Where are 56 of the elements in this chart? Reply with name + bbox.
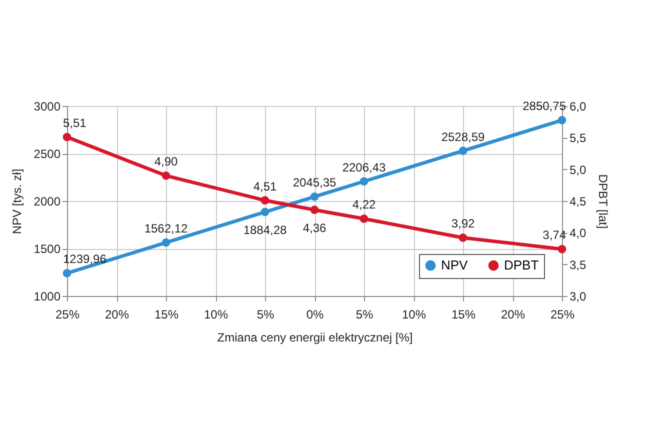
point	[310, 206, 319, 214]
point	[558, 116, 566, 124]
x-tick-label: 20%	[500, 308, 526, 322]
y2-tick-label: 3,5	[570, 258, 587, 272]
y2-tick-label: 3,0	[570, 290, 587, 304]
x-axis-title: Zmiana ceny energii elektrycznej [%]	[217, 330, 413, 344]
x-tick-label: 10%	[204, 308, 228, 322]
y2-tick-label: 6,0	[570, 100, 587, 114]
data-label: 4,90	[154, 154, 178, 169]
y2-tick-label: 4,5	[570, 194, 587, 208]
x-tick-label: 5%	[356, 308, 374, 322]
x-tick-label: 15%	[154, 308, 179, 322]
y2-tick-label: 5,0	[570, 162, 587, 177]
data-label: 4,51	[253, 179, 277, 194]
data-label: 1239,96	[63, 252, 107, 266]
point	[62, 269, 72, 278]
x-tick-label: 20%	[104, 308, 130, 322]
data-label: 2528,59	[441, 130, 486, 144]
data-label: 4,36	[302, 220, 326, 235]
legend-label: DPBT	[504, 258, 539, 273]
data-label: 3,74	[542, 228, 566, 242]
data-label: 2045,35	[292, 176, 337, 190]
x-tick-label: 25%	[550, 308, 575, 322]
data-label: 4,22	[352, 198, 376, 212]
point	[558, 244, 566, 254]
data-label: 1884,28	[243, 222, 288, 237]
y-tick-label: 2500	[34, 147, 61, 161]
y-axis-title: NPV [tys. zł]	[10, 168, 24, 234]
point	[458, 234, 468, 242]
point	[62, 132, 72, 142]
y-tick-label: 2000	[34, 194, 61, 208]
x-tick-label: 5%	[256, 308, 274, 322]
point	[162, 171, 170, 180]
point	[310, 192, 319, 201]
point	[162, 238, 170, 247]
x-tick-label: 0%	[306, 308, 324, 322]
data-label: 2206,43	[342, 160, 386, 174]
y-tick-label: 3000	[34, 100, 61, 114]
y2-axis-title: DPBT [lat]	[596, 174, 610, 229]
y-tick-label: 1000	[34, 290, 61, 304]
x-tick-label: 25%	[55, 308, 80, 322]
x-tick-label: 10%	[402, 308, 426, 322]
y2-tick-label: 5,5	[570, 131, 587, 146]
point	[458, 146, 468, 155]
x-tick-label: 15%	[451, 308, 476, 322]
data-label: 1562,12	[144, 222, 188, 236]
data-label: 3,92	[451, 216, 475, 231]
y2-tick-label: 4,0	[570, 226, 587, 240]
point	[360, 177, 368, 186]
point	[260, 208, 270, 216]
legend-label: NPV	[441, 258, 468, 273]
point	[260, 196, 270, 205]
y-tick-label: 1500	[34, 242, 61, 256]
data-label: 2850,75	[522, 99, 566, 114]
data-label: 5,51	[63, 116, 87, 130]
point	[360, 214, 368, 223]
